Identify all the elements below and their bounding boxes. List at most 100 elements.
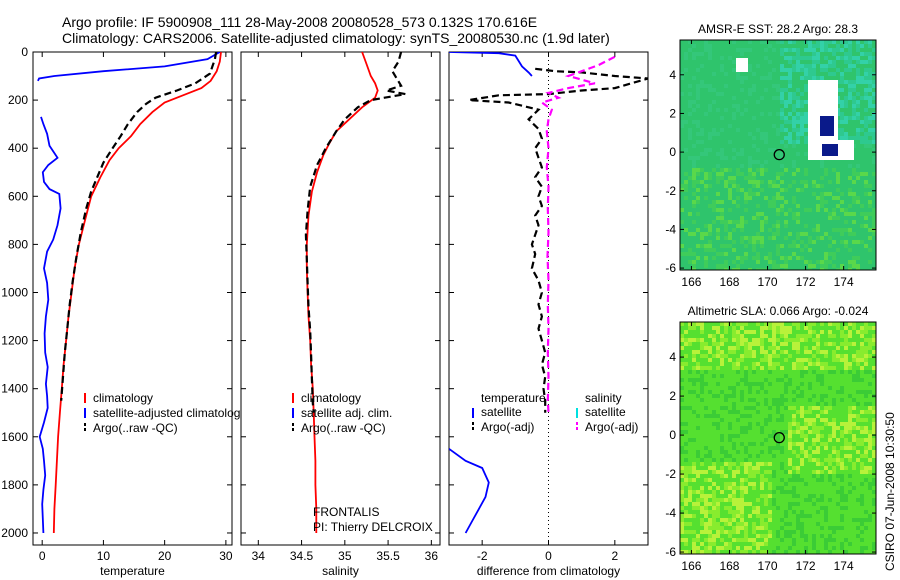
map-cell: [732, 240, 736, 244]
cloud-mask: [838, 140, 854, 160]
map-cell: [708, 148, 712, 152]
map-cell: [820, 322, 824, 326]
map-cell: [872, 442, 876, 446]
map-cell: [788, 68, 792, 72]
panel-salinity: 34 34.5 35 35.5 36salinityclimatologysatelli…: [241, 52, 440, 578]
map-cell: [852, 108, 856, 112]
map-cell: [804, 208, 808, 212]
map-cell: [868, 338, 872, 342]
map-cell: [860, 454, 864, 458]
map-cell: [776, 220, 780, 224]
map-cell: [688, 132, 692, 136]
map-cell: [748, 442, 752, 446]
map-cell: [860, 60, 864, 64]
map-cell: [848, 40, 852, 44]
map-cell: [720, 322, 724, 326]
map-cell: [736, 498, 740, 502]
map-cell: [740, 220, 744, 224]
map-cell: [828, 386, 832, 390]
map-cell: [860, 326, 864, 330]
map-cell: [788, 56, 792, 60]
map-cell: [692, 156, 696, 160]
map-cell: [760, 426, 764, 430]
map-cell: [764, 132, 768, 136]
map-cell: [788, 354, 792, 358]
map-cell: [740, 486, 744, 490]
map-cell: [864, 52, 868, 56]
map-cell: [828, 64, 832, 68]
map-cell: [716, 346, 720, 350]
map-cell: [688, 104, 692, 108]
map-cell: [704, 494, 708, 498]
map-cell: [840, 200, 844, 204]
map-cell: [860, 350, 864, 354]
map-cell: [784, 56, 788, 60]
map-cell: [864, 438, 868, 442]
map-cell: [856, 526, 860, 530]
map-cell: [812, 68, 816, 72]
map-cell: [872, 482, 876, 486]
map-cell: [780, 366, 784, 370]
map-cell: [856, 116, 860, 120]
map-cell: [688, 100, 692, 104]
map-cell: [796, 518, 800, 522]
map-cell: [740, 148, 744, 152]
map-cell: [844, 506, 848, 510]
map-cell: [872, 450, 876, 454]
map-cell: [864, 362, 868, 366]
map-cell: [712, 200, 716, 204]
map-cell: [712, 354, 716, 358]
map-cell: [700, 346, 704, 350]
map-cell: [728, 244, 732, 248]
map-cell: [784, 224, 788, 228]
map-cell: [764, 398, 768, 402]
map-cell: [708, 248, 712, 252]
map-cell: [864, 108, 868, 112]
map-cell: [860, 518, 864, 522]
map-cell: [756, 514, 760, 518]
map-cell: [860, 136, 864, 140]
map-cell: [720, 526, 724, 530]
map-cell: [796, 236, 800, 240]
map-cell: [724, 322, 728, 326]
map-cell: [840, 498, 844, 502]
map-cell: [700, 510, 704, 514]
map-cell: [736, 76, 740, 80]
map-cell: [756, 168, 760, 172]
map-cell: [772, 96, 776, 100]
sst-map-ytick-label: 2: [669, 106, 676, 120]
map-cell: [684, 450, 688, 454]
map-cell: [832, 370, 836, 374]
map-cell: [812, 426, 816, 430]
map-cell: [708, 542, 712, 546]
map-cell: [680, 220, 684, 224]
map-cell: [760, 386, 764, 390]
map-cell: [688, 156, 692, 160]
map-cell: [724, 498, 728, 502]
map-cell: [720, 208, 724, 212]
map-cell: [824, 442, 828, 446]
map-cell: [808, 386, 812, 390]
map-cell: [708, 454, 712, 458]
map-cell: [712, 514, 716, 518]
map-cell: [800, 450, 804, 454]
map-cell: [716, 264, 720, 268]
map-cell: [708, 48, 712, 52]
map-cell: [792, 128, 796, 132]
map-cell: [728, 232, 732, 236]
map-cell: [732, 200, 736, 204]
map-cell: [692, 184, 696, 188]
map-cell: [724, 522, 728, 526]
map-cell: [760, 522, 764, 526]
map-cell: [772, 264, 776, 268]
map-cell: [864, 526, 868, 530]
map-cell: [712, 374, 716, 378]
map-cell: [856, 450, 860, 454]
map-cell: [848, 68, 852, 72]
map-cell: [708, 466, 712, 470]
map-cell: [792, 164, 796, 168]
map-cell: [844, 498, 848, 502]
map-cell: [700, 330, 704, 334]
map-cell: [700, 374, 704, 378]
map-cell: [808, 56, 812, 60]
